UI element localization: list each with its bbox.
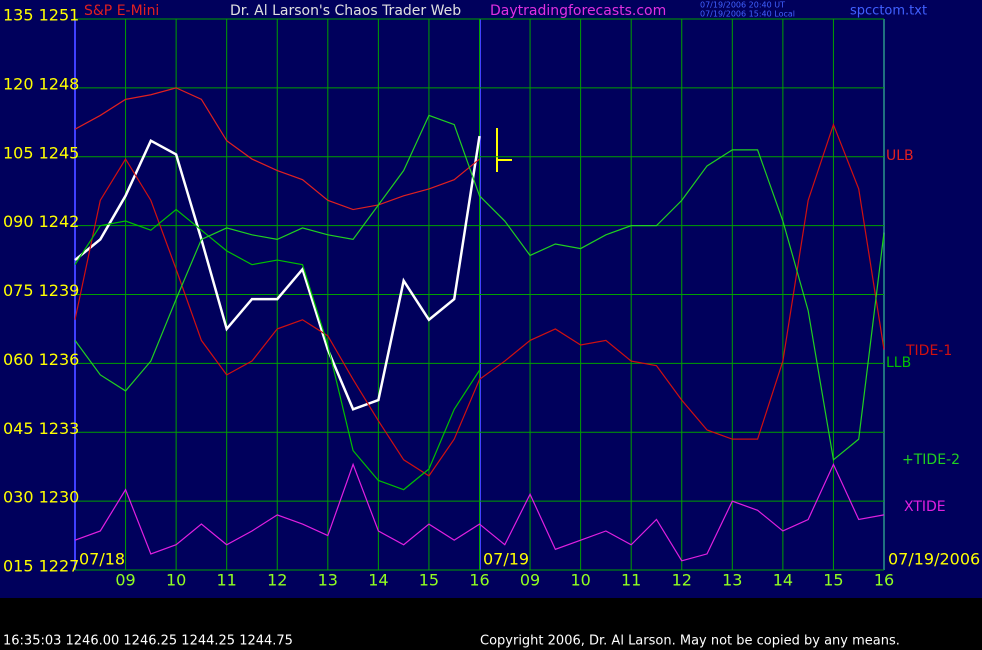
x-tick-label: 15 — [823, 571, 843, 590]
x-tick-label: 13 — [318, 571, 338, 590]
legend-label: XTIDE — [904, 499, 946, 515]
tide-line — [74, 114, 885, 461]
legend-label: ULB — [886, 148, 914, 164]
y-tick-label: 075 1239 — [3, 281, 79, 300]
chart-title: Dr. Al Larson's Chaos Trader Web — [230, 3, 461, 19]
x-tick-label: 11 — [217, 571, 237, 590]
date-label: 07/19 — [483, 550, 529, 569]
copyright: Copyright 2006, Dr. Al Larson. May not b… — [480, 634, 900, 649]
x-tick-label: 13 — [722, 571, 742, 590]
timestamp: 07/19/2006 15:40 Local — [700, 10, 795, 19]
x-tick-label: 09 — [115, 571, 135, 590]
y-tick-label: 135 1251 — [3, 6, 79, 25]
tide-line — [74, 208, 481, 491]
x-tick-label: 14 — [368, 571, 388, 590]
date-label: 07/19/2006 — [888, 550, 980, 569]
legend-label: +TIDE-2 — [902, 452, 960, 468]
x-tick-label: 09 — [520, 571, 540, 590]
x-tick-label: 10 — [166, 571, 186, 590]
y-tick-label: 015 1227 — [3, 557, 79, 576]
y-tick-label: 090 1242 — [3, 212, 79, 231]
x-tick-label: 12 — [672, 571, 692, 590]
legend-label: TIDE-1 — [905, 343, 952, 359]
instrument: S&P E-Mini — [84, 3, 159, 19]
x-tick-label: 10 — [570, 571, 590, 590]
tide-line — [74, 462, 885, 562]
y-tick-label: 030 1230 — [3, 488, 79, 507]
status-bar — [0, 598, 982, 650]
status-text: 16:35:03 1246.00 1246.25 1244.25 1244.75 — [3, 634, 293, 649]
file-name: spcctom.txt — [850, 4, 927, 19]
y-tick-label: 120 1248 — [3, 74, 79, 93]
x-tick-label: 16 — [469, 571, 489, 590]
tide-line — [74, 122, 885, 477]
x-tick-label: 12 — [267, 571, 287, 590]
y-tick-label: 045 1233 — [3, 419, 79, 438]
website: Daytradingforecasts.com — [490, 3, 666, 19]
y-tick-label: 105 1245 — [3, 143, 79, 162]
legend-label: LLB — [886, 355, 911, 371]
y-tick-label: 060 1236 — [3, 350, 79, 369]
x-tick-label: 11 — [621, 571, 641, 590]
price-line — [74, 135, 481, 411]
tide-line — [74, 87, 480, 211]
x-tick-label: 14 — [773, 571, 793, 590]
background — [0, 0, 982, 598]
timestamp: 07/19/2006 20:40 UT — [700, 1, 785, 10]
x-tick-label: 15 — [419, 571, 439, 590]
date-label: 07/18 — [79, 550, 125, 569]
x-tick-label: 16 — [874, 571, 894, 590]
